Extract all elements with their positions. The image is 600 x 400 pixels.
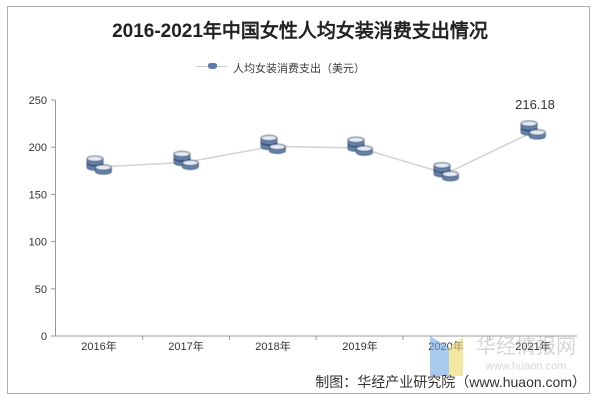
svg-text:www.huaon.com: www.huaon.com bbox=[485, 361, 567, 373]
svg-text:2019年: 2019年 bbox=[342, 339, 377, 353]
svg-text:200: 200 bbox=[29, 142, 47, 154]
svg-text:华经情报网: 华经情报网 bbox=[476, 335, 576, 358]
svg-text:2018年: 2018年 bbox=[255, 339, 290, 353]
svg-text:150: 150 bbox=[29, 189, 47, 201]
svg-text:100: 100 bbox=[29, 237, 47, 249]
svg-text:2016年: 2016年 bbox=[81, 339, 116, 353]
svg-text:50: 50 bbox=[35, 284, 47, 296]
svg-text:250: 250 bbox=[29, 95, 47, 107]
svg-text:2017年: 2017年 bbox=[168, 339, 203, 353]
svg-text:216.18: 216.18 bbox=[515, 97, 555, 112]
svg-text:0: 0 bbox=[41, 331, 47, 343]
